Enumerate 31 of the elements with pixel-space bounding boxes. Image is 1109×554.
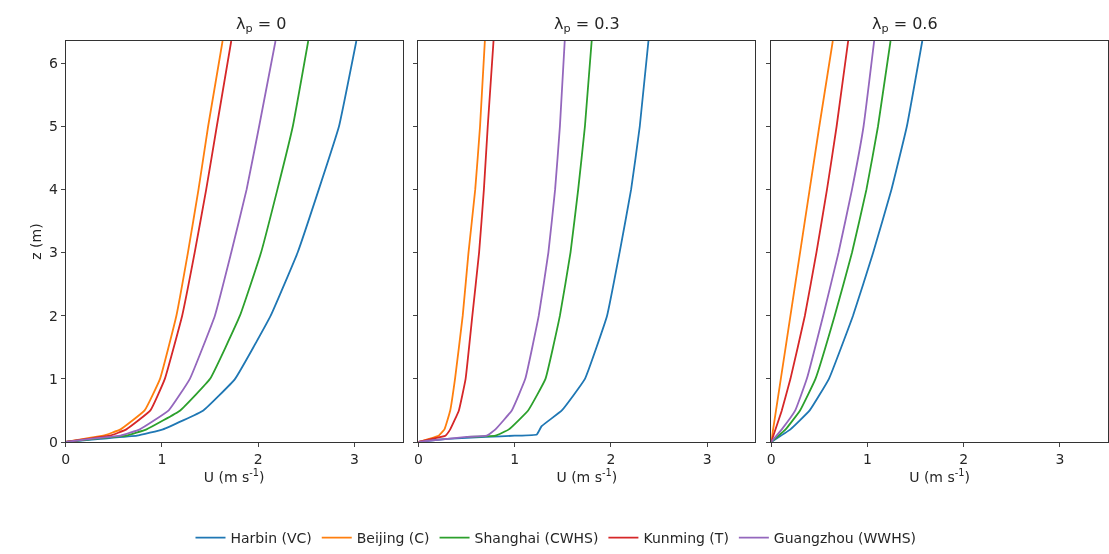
y-tick-label: 1 [49, 370, 58, 387]
chart-title: λ$_{p}$ = 0 [236, 14, 287, 36]
x-tick-label: 0 [766, 450, 776, 467]
legend-label: Shanghai (CWHS) [474, 530, 599, 547]
x-axis-title: U (m s$^{-1}$) [909, 467, 970, 486]
x-tick-label: 3 [1055, 450, 1065, 467]
legend-label: Beijing (C) [356, 530, 430, 547]
y-tick-label: 5 [49, 118, 58, 135]
y-tick-label: 2 [49, 307, 58, 324]
y-axis-title: z (m) [27, 223, 44, 260]
x-tick-label: 1 [510, 450, 520, 467]
x-tick-label: 1 [862, 450, 872, 467]
x-tick-label: 3 [349, 450, 359, 467]
chart-title: λ$_{p}$ = 0.3 [554, 14, 620, 36]
x-tick-label: 0 [61, 450, 71, 467]
x-tick-label: 2 [606, 450, 616, 467]
x-axis-title: U (m s$^{-1}$) [556, 467, 618, 486]
x-tick-label: 2 [959, 450, 969, 467]
legend-label: Kunming (T) [643, 530, 729, 547]
y-tick-label: 0 [49, 433, 58, 450]
legend-label: Guangzhou (WWHS) [773, 530, 917, 547]
y-tick-label: 6 [49, 55, 58, 71]
x-tick-label: 2 [253, 450, 263, 467]
x-tick-label: 0 [414, 450, 423, 467]
y-tick-label: 4 [49, 181, 58, 198]
legend-label: Harbin (VC) [230, 530, 312, 547]
x-tick-label: 1 [157, 450, 167, 467]
y-tick-label: 3 [49, 244, 58, 261]
chart-title: λ$_{p}$ = 0.6 [872, 14, 938, 36]
x-tick-label: 3 [702, 450, 712, 467]
x-axis-title: U (m s$^{-1}$) [203, 467, 265, 486]
